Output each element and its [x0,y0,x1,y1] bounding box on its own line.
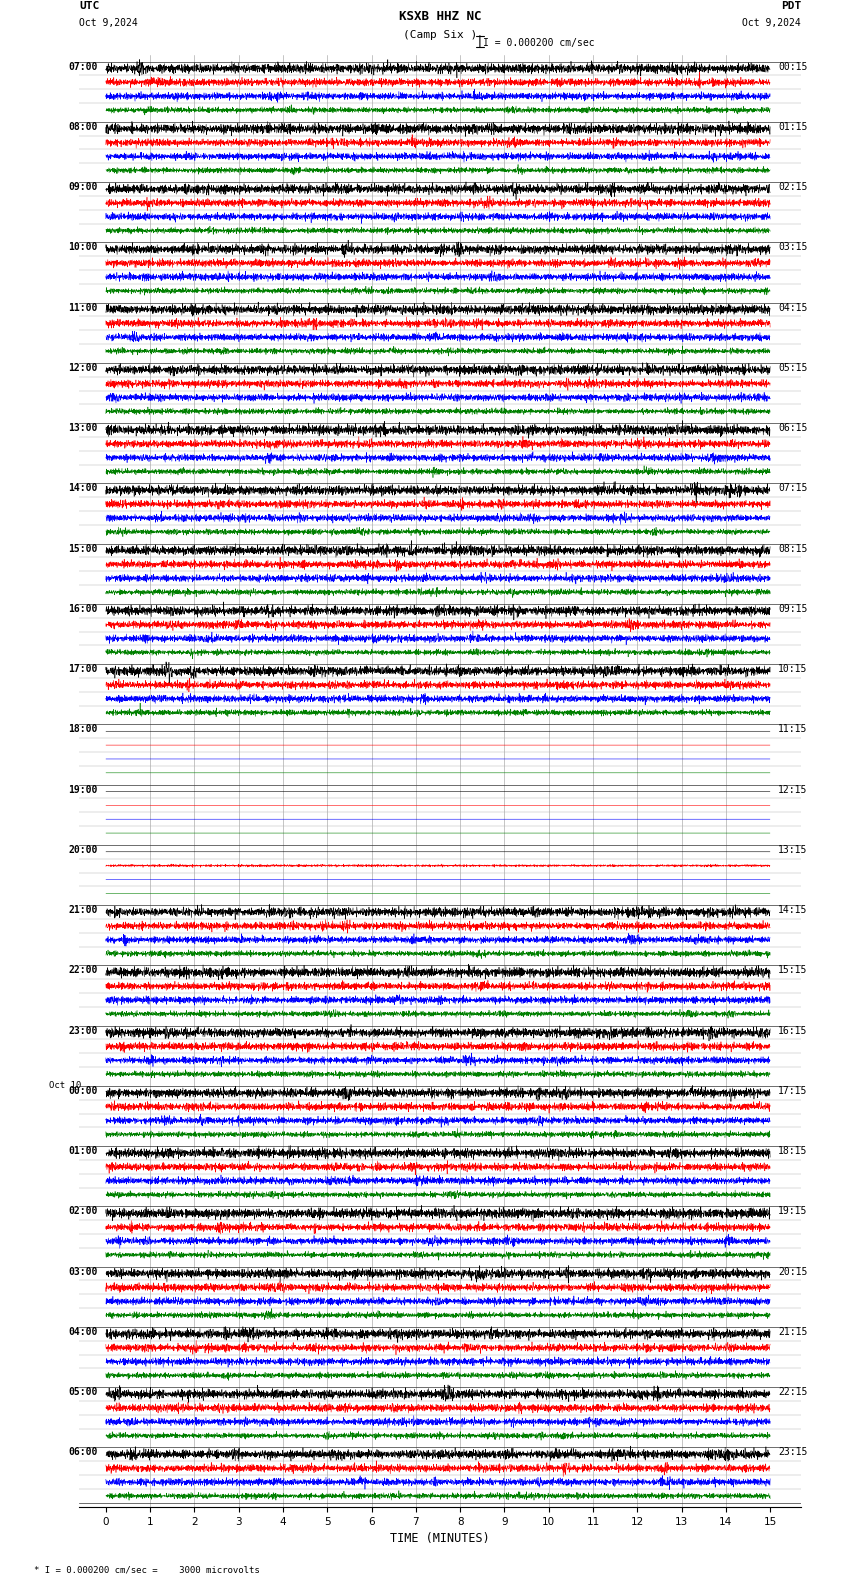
Text: 08:15: 08:15 [778,543,807,553]
Text: 10:15: 10:15 [778,664,807,675]
Text: 12:15: 12:15 [778,784,807,795]
Text: I = 0.000200 cm/sec: I = 0.000200 cm/sec [484,38,595,48]
Text: 20:15: 20:15 [778,1267,807,1277]
Text: 03:00: 03:00 [69,1267,98,1277]
Text: 05:15: 05:15 [778,363,807,372]
Text: 12:00: 12:00 [69,363,98,372]
Text: 21:15: 21:15 [778,1327,807,1337]
Text: 19:15: 19:15 [778,1207,807,1217]
X-axis label: TIME (MINUTES): TIME (MINUTES) [390,1532,490,1546]
Text: 11:15: 11:15 [778,724,807,735]
Text: 11:00: 11:00 [69,303,98,312]
Text: UTC: UTC [79,2,99,11]
Text: 18:00: 18:00 [69,724,98,735]
Text: 09:00: 09:00 [69,182,98,192]
Text: 22:00: 22:00 [69,965,98,976]
Text: 17:00: 17:00 [69,664,98,675]
Text: 05:00: 05:00 [69,1388,98,1397]
Text: 03:15: 03:15 [778,242,807,252]
Text: 16:00: 16:00 [69,604,98,615]
Text: 13:15: 13:15 [778,844,807,855]
Text: 17:15: 17:15 [778,1087,807,1096]
Text: (Camp Six ): (Camp Six ) [403,30,478,40]
Text: 02:00: 02:00 [69,1207,98,1217]
Text: 06:00: 06:00 [69,1448,98,1457]
Text: 07:00: 07:00 [69,62,98,71]
Text: 01:00: 01:00 [69,1147,98,1156]
Text: 06:15: 06:15 [778,423,807,432]
Text: Oct 9,2024: Oct 9,2024 [742,19,802,29]
Text: KSXB HHZ NC: KSXB HHZ NC [399,10,481,22]
Text: 16:15: 16:15 [778,1025,807,1036]
Text: 09:15: 09:15 [778,604,807,615]
Text: Oct 10: Oct 10 [49,1082,82,1090]
Text: PDT: PDT [781,2,802,11]
Text: 00:15: 00:15 [778,62,807,71]
Text: 15:00: 15:00 [69,543,98,553]
Text: 01:15: 01:15 [778,122,807,131]
Text: 22:15: 22:15 [778,1388,807,1397]
Text: 18:15: 18:15 [778,1147,807,1156]
Text: 08:00: 08:00 [69,122,98,131]
Text: 14:15: 14:15 [778,904,807,916]
Text: 04:00: 04:00 [69,1327,98,1337]
Text: 13:00: 13:00 [69,423,98,432]
Text: 14:00: 14:00 [69,483,98,493]
Text: 10:00: 10:00 [69,242,98,252]
Text: 23:15: 23:15 [778,1448,807,1457]
Text: 20:00: 20:00 [69,844,98,855]
Text: Oct 9,2024: Oct 9,2024 [79,19,138,29]
Text: * I = 0.000200 cm/sec =    3000 microvolts: * I = 0.000200 cm/sec = 3000 microvolts [34,1565,260,1574]
Text: 07:15: 07:15 [778,483,807,493]
Text: 19:00: 19:00 [69,784,98,795]
Text: 23:00: 23:00 [69,1025,98,1036]
Text: 04:15: 04:15 [778,303,807,312]
Text: 15:15: 15:15 [778,965,807,976]
Text: 02:15: 02:15 [778,182,807,192]
Text: 00:00: 00:00 [69,1087,98,1096]
Text: 21:00: 21:00 [69,904,98,916]
